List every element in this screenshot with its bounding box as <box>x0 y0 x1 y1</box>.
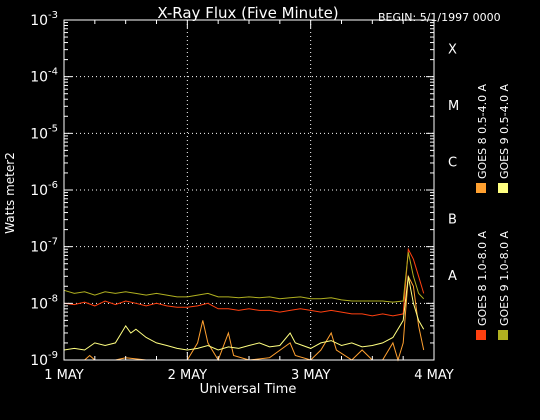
tick-layer: 10-9 10-8 10-7 10-6 10-5 10-4 10-3 1 MAY 2 MAY 3 … <box>30 10 459 383</box>
series-line-2 <box>64 274 425 362</box>
flare-class-label: X <box>448 42 457 57</box>
y-tick-label: 10-3 <box>30 10 58 29</box>
legend-swatch <box>476 330 486 340</box>
y-tick-label: 10-9 <box>30 350 58 369</box>
x-tick-label: 4 MAY <box>414 368 454 383</box>
flare-class-label: M <box>448 99 459 114</box>
x-axis-label: Universal Time <box>200 382 297 397</box>
series-line-1 <box>63 247 425 317</box>
legend-swatch <box>476 183 486 193</box>
x-tick-label: 2 MAY <box>168 368 208 383</box>
legend: GOES 8 1.0-8.0 A GOES 8 0.5-4.0 A GOES 9 1… <box>476 83 511 340</box>
legend-label: GOES 8 0.5-4.0 A <box>476 83 489 179</box>
grid-layer <box>64 20 434 360</box>
series-layer <box>63 247 425 362</box>
series-line-3 <box>63 252 425 303</box>
y-tick-label: 10-5 <box>30 123 58 142</box>
series-line-4 <box>63 276 425 351</box>
y-axis-label: Watts meter2 <box>3 152 17 234</box>
legend-label: GOES 9 0.5-4.0 A <box>498 83 511 179</box>
begin-label: BEGIN: 5/1/1997 0000 <box>378 11 501 24</box>
legend-label: GOES 9 1.0-8.0 A <box>498 230 511 326</box>
y-tick-label: 10-7 <box>30 237 58 256</box>
legend-swatch <box>498 183 508 193</box>
chart-title: X-Ray Flux (Five Minute) <box>157 4 338 22</box>
x-tick-label: 3 MAY <box>291 368 331 383</box>
flare-class-label: A <box>448 269 457 284</box>
y-tick-label: 10-4 <box>30 67 58 86</box>
legend-label: GOES 8 1.0-8.0 A <box>476 230 489 326</box>
legend-swatch <box>498 330 508 340</box>
y-tick-label: 10-6 <box>30 180 58 199</box>
flare-class-label: C <box>448 156 457 171</box>
flare-class-label: B <box>448 212 457 227</box>
y-tick-label: 10-8 <box>30 293 58 312</box>
x-tick-label: 1 MAY <box>44 368 84 383</box>
